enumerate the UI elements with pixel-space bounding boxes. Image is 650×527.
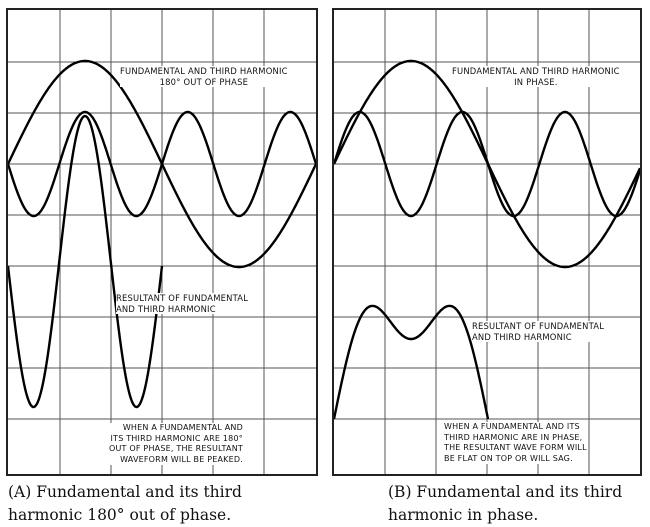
panel-b-label-mid: RESULTANT OF FUNDAMENTAL AND THIRD HARMO… xyxy=(472,321,605,342)
caption-a: (A) Fundamental and its third harmonic 1… xyxy=(8,481,298,527)
panel-b-grid xyxy=(334,10,640,474)
panel-b-resultant-wave xyxy=(334,304,490,420)
panel-a-label-top-line1: FUNDAMENTAL AND THIRD HARMONIC xyxy=(120,66,288,76)
panel-a-label-bottom-line4: WAVEFORM WILL BE PEAKED. xyxy=(120,454,243,464)
panel-a-label-bottom-line1: WHEN A FUNDAMENTAL AND xyxy=(122,423,243,432)
panel-b-label-bottom-line3: THE RESULTANT WAVE FORM WILL xyxy=(444,443,587,452)
panel-b-label-mid-line2: AND THIRD HARMONIC xyxy=(472,331,572,342)
panel-b-label-top-line2: IN PHASE. xyxy=(514,76,558,87)
panel-a-resultant-wave xyxy=(8,114,164,409)
panel-b-label-bottom-line2: THIRD HARMONIC ARE IN PHASE, xyxy=(444,432,583,442)
panel-a-label-mid: RESULTANT OF FUNDAMENTAL AND THIRD HARMO… xyxy=(116,293,249,314)
panel-a-graph xyxy=(8,10,316,474)
panel-b-graph xyxy=(334,10,640,474)
panel-b-label-bottom-line1: WHEN A FUNDAMENTAL AND ITS xyxy=(444,422,580,431)
panel-b-label-mid-line1: RESULTANT OF FUNDAMENTAL xyxy=(472,321,605,331)
panel-a-label-mid-line1: RESULTANT OF FUNDAMENTAL xyxy=(116,293,249,303)
panel-b-label-bottom: WHEN A FUNDAMENTAL AND ITS THIRD HARMONI… xyxy=(444,422,587,464)
caption-b-line1: (B) Fundamental and its third xyxy=(388,483,623,501)
caption-a-line2: harmonic 180° out of phase. xyxy=(8,506,232,524)
panel-a-label-top: FUNDAMENTAL AND THIRD HARMONIC 180° OUT … xyxy=(120,66,288,87)
panel-a-grid xyxy=(8,10,316,474)
panel-b-label-bottom-line4: BE FLAT ON TOP OR WILL SAG. xyxy=(444,453,573,463)
caption-b: (B) Fundamental and its third harmonic i… xyxy=(388,481,650,527)
panel-a-out-of-phase: FUNDAMENTAL AND THIRD HARMONIC 180° OUT … xyxy=(6,8,318,476)
panel-a-label-bottom-line3: OUT OF PHASE, THE RESULTANT xyxy=(109,444,243,453)
caption-a-line1: (A) Fundamental and its third xyxy=(8,483,242,501)
panel-a-label-bottom-line2: ITS THIRD HARMONIC ARE 180° xyxy=(110,433,243,443)
panel-a-label-mid-line2: AND THIRD HARMONIC xyxy=(116,303,216,314)
caption-b-line2: harmonic in phase. xyxy=(388,506,539,524)
panel-b-label-top-line1: FUNDAMENTAL AND THIRD HARMONIC xyxy=(452,66,620,76)
panel-a-label-bottom: WHEN A FUNDAMENTAL AND ITS THIRD HARMONI… xyxy=(109,423,243,465)
panel-a-third-harmonic-wave xyxy=(8,110,316,218)
panel-b-label-top: FUNDAMENTAL AND THIRD HARMONIC IN PHASE. xyxy=(452,66,620,87)
panel-a-label-top-line2: 180° OUT OF PHASE xyxy=(159,76,249,87)
panel-b-third-harmonic-wave xyxy=(334,110,640,218)
panel-b-in-phase: FUNDAMENTAL AND THIRD HARMONIC IN PHASE.… xyxy=(332,8,642,476)
